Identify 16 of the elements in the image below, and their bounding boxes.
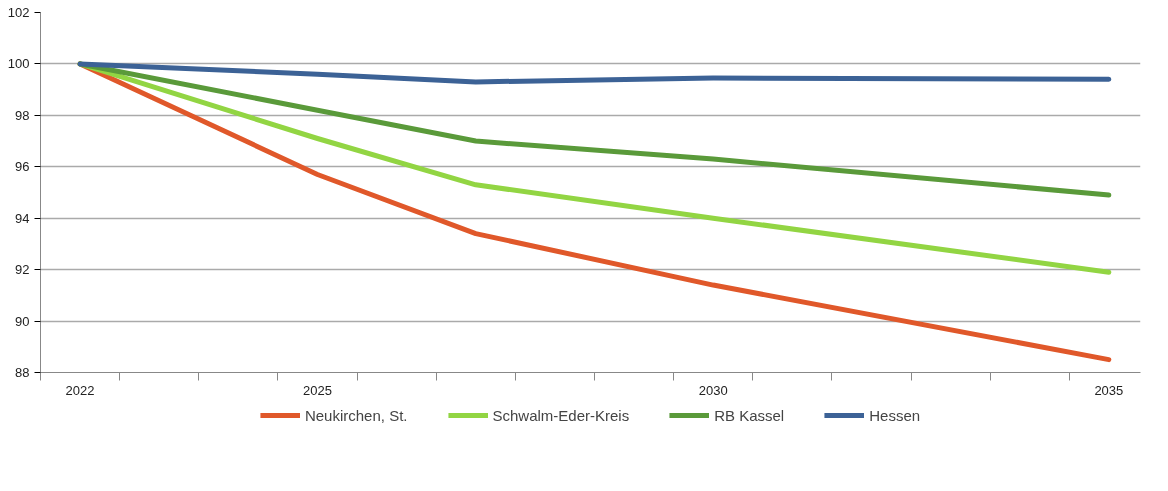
legend-label: Schwalm-Eder-Kreis <box>492 406 630 424</box>
y-tick-label: 96 <box>15 159 30 175</box>
x-tick-label: 2022 <box>65 382 95 398</box>
y-tick-label: 94 <box>15 210 30 226</box>
y-tick-label: 102 <box>7 5 30 20</box>
y-tick-label: 100 <box>7 56 30 72</box>
x-tick-label: 2030 <box>698 382 728 398</box>
y-tick-label: 88 <box>15 365 30 380</box>
legend-label: Hessen <box>869 406 921 424</box>
y-tick-label: 98 <box>15 107 30 123</box>
x-tick-label: 2035 <box>1094 382 1124 398</box>
legend-label: RB Kassel <box>714 406 785 424</box>
y-tick-label: 90 <box>15 313 30 329</box>
x-tick-label: 2025 <box>303 382 332 398</box>
y-tick-label: 92 <box>15 262 30 278</box>
legend-label: Neukirchen, St. <box>304 406 408 424</box>
